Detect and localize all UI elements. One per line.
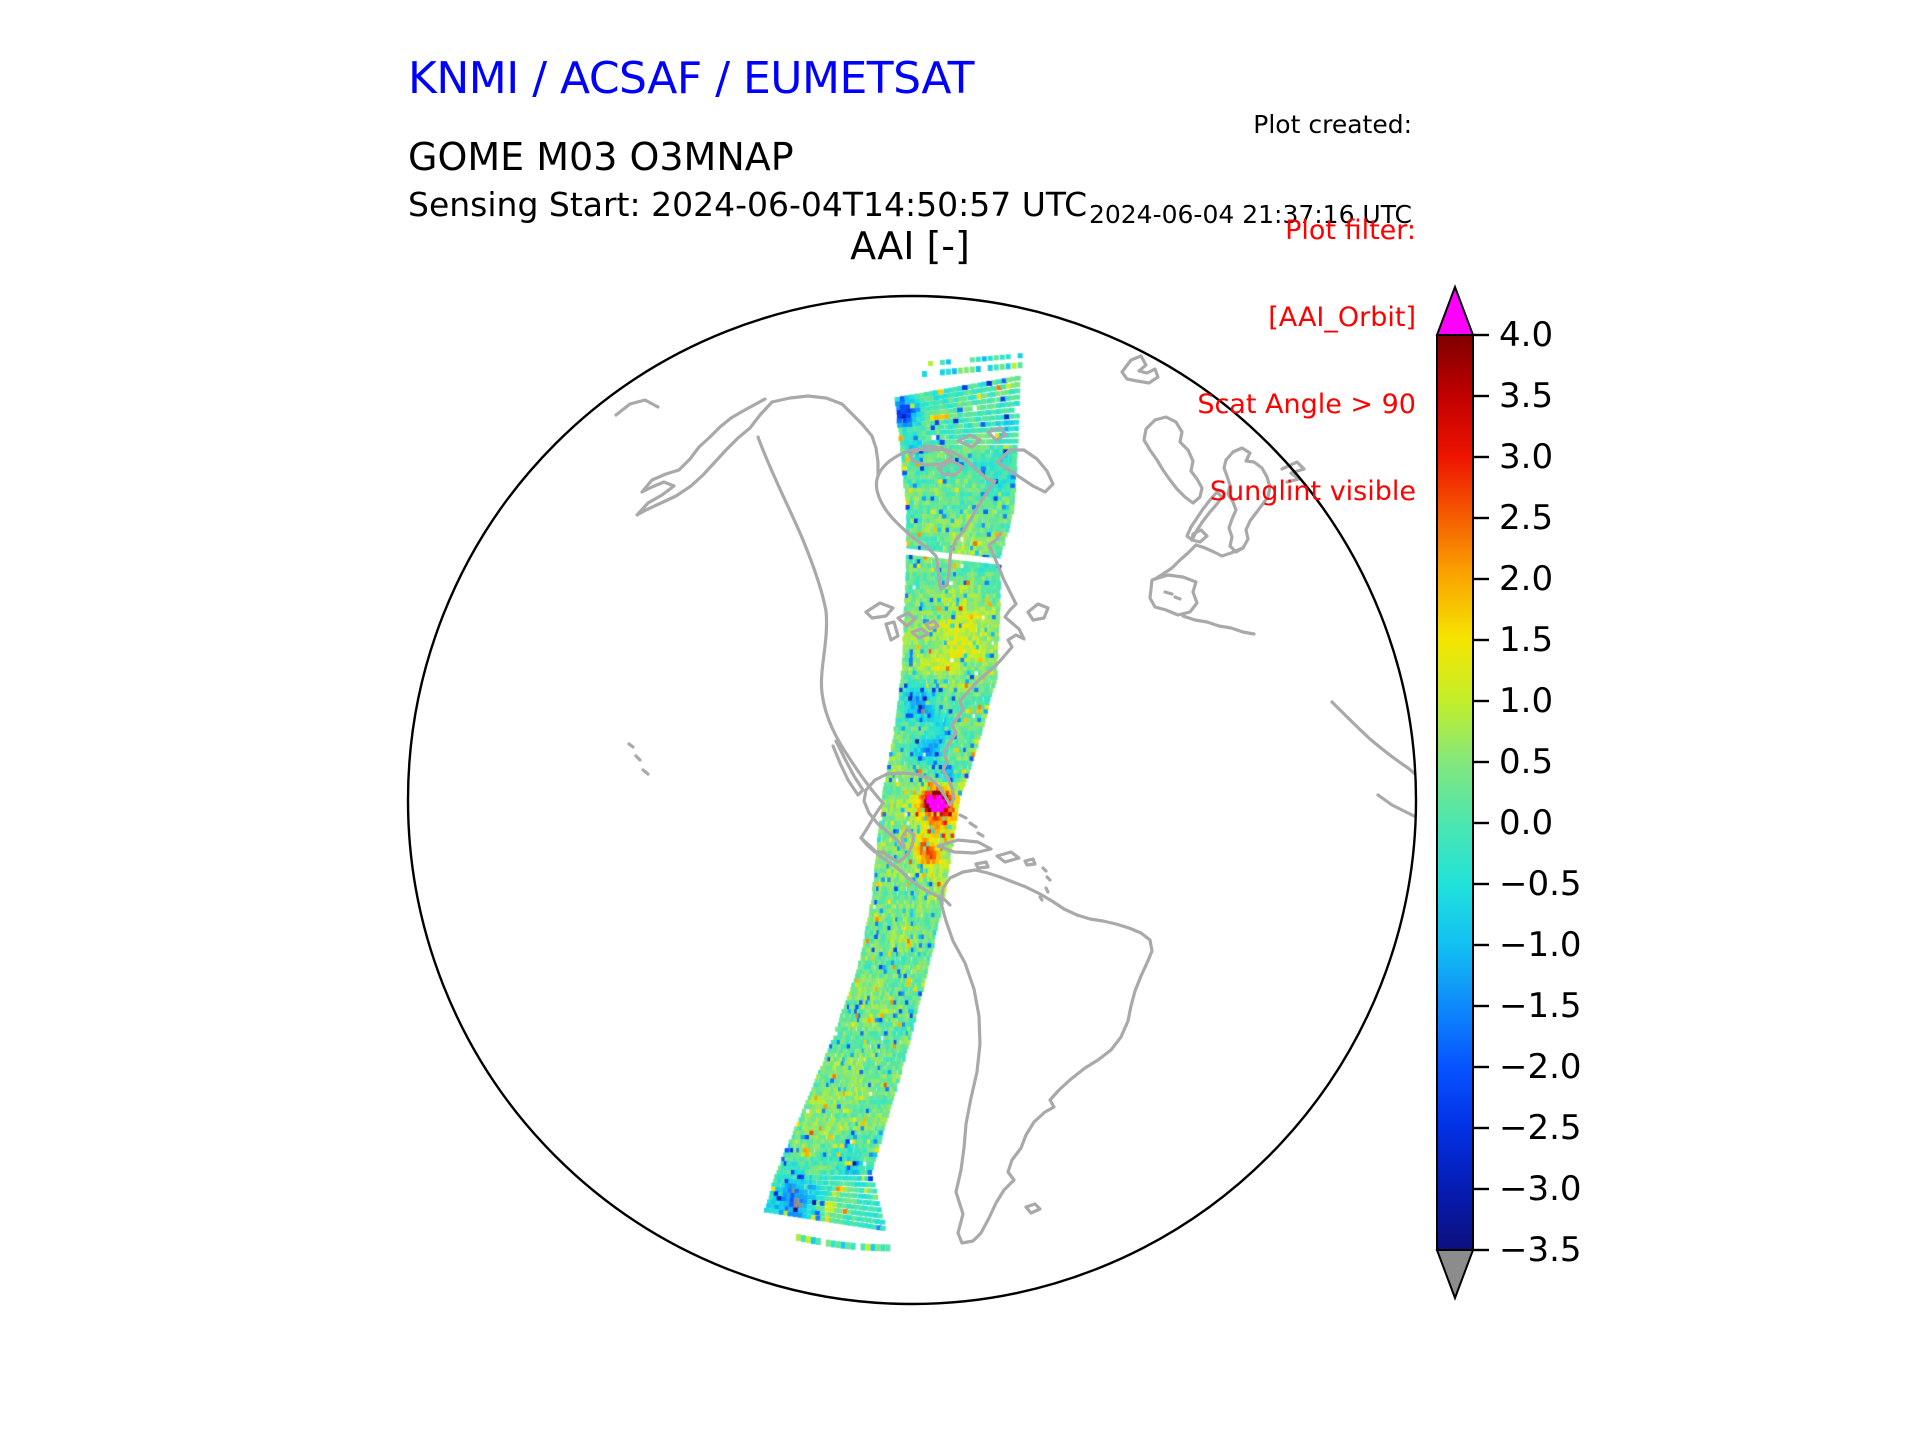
product-title: GOME M03 O3MNAP: [408, 135, 794, 179]
coastline-gulf-of-mexico: [862, 771, 933, 850]
coastline-lake-ontario: [924, 619, 940, 631]
colorbar-tick-label: 2.0: [1499, 559, 1554, 599]
plot-filter: Plot filter: [AAI_Orbit] Scat Angle > 90…: [1197, 158, 1416, 564]
coastline-south-america: [939, 868, 1154, 1245]
coastline-lake-michigan: [884, 620, 900, 642]
coastline-west-africa: [1330, 700, 1416, 775]
plot-filter-line: Sunglint visible: [1209, 476, 1416, 507]
colorbar: [1435, 284, 1489, 1301]
coastline-southampton-island: [936, 459, 965, 477]
colorbar-tick-label: 1.0: [1499, 681, 1554, 721]
colorbar-tick-label: 3.5: [1499, 376, 1554, 416]
coastline-balearic-islands: [1163, 590, 1182, 601]
coastline-lesser-antilles: [1038, 866, 1052, 902]
plot-filter-line: Scat Angle > 90: [1197, 389, 1416, 420]
colorbar-tick-label: 1.5: [1499, 620, 1554, 660]
plot-filter-line: Plot filter:: [1285, 215, 1416, 246]
colorbar-tick-label: 3.0: [1499, 437, 1554, 477]
coastline-arctic-island-b: [986, 426, 1008, 442]
colorbar-tick-label: −1.0: [1499, 925, 1582, 965]
colorbar-over-arrow: [1435, 284, 1475, 336]
coastline-alaska: [635, 397, 774, 517]
colorbar-under-arrow: [1435, 1249, 1475, 1301]
coastline-iberia: [1148, 573, 1199, 617]
colorbar-ticks: [1473, 333, 1489, 1252]
coastline-mexico-pacific: [859, 801, 885, 840]
plot-filter-line: [AAI_Orbit]: [1268, 302, 1416, 333]
coastline-lake-superior: [864, 601, 895, 620]
coastline-cuba: [936, 838, 993, 855]
coastline-ireland: [1190, 528, 1209, 544]
coastline-lake-erie: [910, 627, 930, 640]
coastline-arctic-mainland: [770, 394, 880, 476]
sensing-start: Sensing Start: 2024-06-04T14:50:57 UTC: [408, 185, 1088, 224]
coastline-west-coast-north-america: [756, 435, 885, 805]
coastline-greenland: [1142, 415, 1204, 505]
colorbar-tick-label: 0.5: [1499, 742, 1554, 782]
colorbar-tick-label: 2.5: [1499, 498, 1554, 538]
colorbar-tick-label: −3.5: [1499, 1230, 1582, 1270]
coastline-newfoundland: [1026, 602, 1050, 622]
coastline-hispaniola: [995, 850, 1021, 864]
coastlines: [614, 354, 1416, 1245]
coastline-bahamas: [958, 813, 985, 838]
plot-created-label: Plot created:: [1253, 110, 1412, 139]
coastline-central-america: [859, 836, 952, 907]
plot-created-timestamp: 2024-06-04 21:37:16 UTC: [1088, 200, 1412, 229]
coastline-baffin-island: [995, 448, 1055, 494]
colorbar-tick-label: −1.5: [1499, 986, 1582, 1026]
coastline-france-biscay: [1153, 543, 1245, 581]
coastline-mediterranean-north: [1181, 614, 1256, 636]
coastline-lake-huron: [896, 611, 917, 628]
colorbar-tick-label: −0.5: [1499, 864, 1582, 904]
coastline-norway-limb: [1280, 460, 1306, 484]
coastline-chukotka: [614, 398, 660, 417]
coastline-hawaii: [627, 742, 650, 776]
coastline-labrador: [987, 531, 1018, 606]
coastline-baja-california: [831, 739, 865, 797]
colorbar-tick-label: −2.0: [1499, 1047, 1582, 1087]
colorbar-tick-label: 4.0: [1499, 315, 1554, 355]
coastline-victoria-island: [908, 444, 954, 467]
brand-title: KNMI / ACSAF / EUMETSAT: [408, 53, 974, 104]
coastline-us-east-coast: [929, 602, 1026, 807]
colorbar-tick-label: 0.0: [1499, 803, 1554, 843]
colorbar-tick-label: −3.0: [1499, 1169, 1582, 1209]
coastline-jamaica: [974, 860, 990, 870]
colorbar-tick-label: −2.5: [1499, 1108, 1582, 1148]
coastline-gulf-of-guinea: [1376, 793, 1416, 818]
coastline-puerto-rico: [1023, 857, 1037, 867]
colorbar-gradient-bar: [1436, 334, 1474, 1251]
coastline-falkland-islands: [1024, 1202, 1042, 1215]
coastline-scandinavia: [1222, 446, 1272, 554]
plot-created: Plot created: 2024-06-04 21:37:16 UTC: [1089, 50, 1412, 290]
coastline-hudson-bay: [874, 447, 997, 591]
coastline-svalbard: [1120, 354, 1160, 385]
globe-outline: [406, 294, 1418, 1306]
coastline-arctic-island-a: [956, 433, 982, 449]
coastline-great-britain: [1185, 490, 1224, 542]
map-title: AAI [-]: [850, 224, 970, 268]
